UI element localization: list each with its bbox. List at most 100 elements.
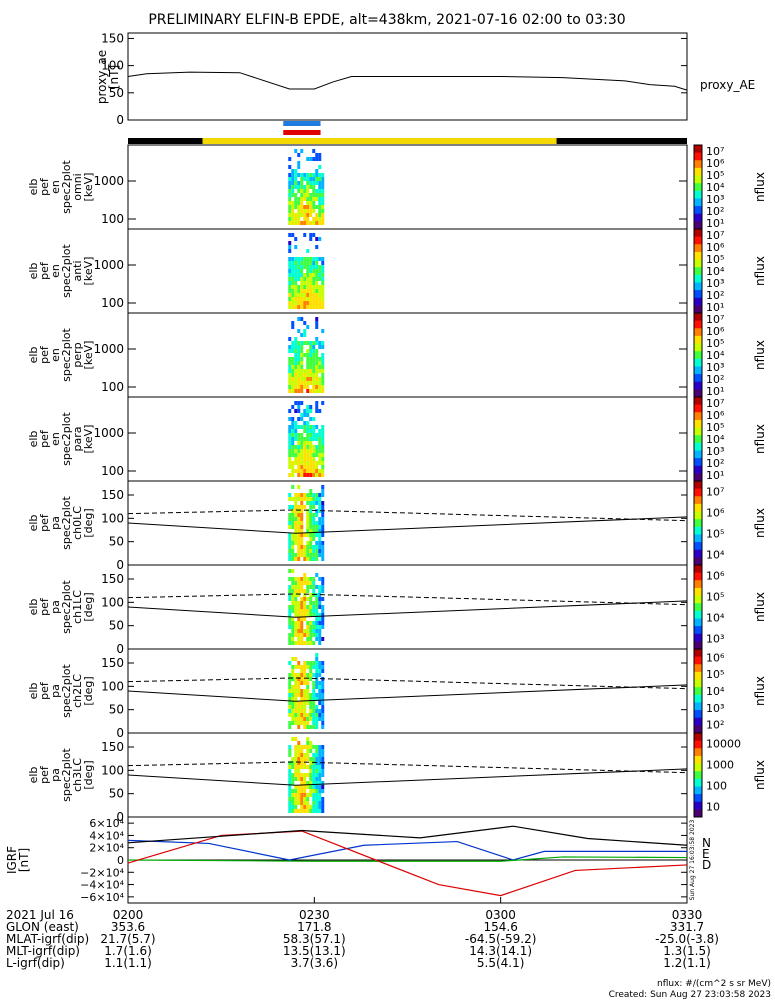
colorbar-swatch bbox=[694, 671, 702, 681]
spectrogram-pixel bbox=[318, 709, 322, 713]
spectrogram-pixel bbox=[315, 513, 319, 517]
spectrogram-pixel bbox=[306, 305, 310, 309]
spectrogram-pixel bbox=[315, 189, 319, 193]
spectrogram-pixel bbox=[318, 453, 322, 457]
spectrogram-pixel bbox=[306, 425, 310, 429]
spectrogram-pixel bbox=[300, 193, 304, 197]
colorbar-swatch bbox=[694, 404, 702, 413]
spectrogram-pixel bbox=[288, 493, 292, 497]
spectrogram-pixel bbox=[291, 389, 295, 393]
spectrogram-pixel bbox=[306, 497, 310, 501]
colorbar-swatch bbox=[694, 320, 702, 329]
spectrogram-pixel bbox=[303, 505, 307, 509]
spectrogram-pixel bbox=[309, 541, 313, 545]
spectrogram-pixel bbox=[309, 513, 313, 517]
spectrogram-pixel bbox=[294, 173, 298, 177]
spectrogram-pixel bbox=[288, 749, 292, 753]
spectrogram-pixel bbox=[303, 437, 307, 441]
spectrogram-pixel bbox=[288, 457, 292, 461]
spectrogram-pixel bbox=[318, 457, 322, 461]
spectrogram-pixel bbox=[303, 593, 307, 597]
spectrogram-pixel bbox=[288, 697, 292, 701]
spectrogram-pixel bbox=[318, 537, 322, 541]
spectrogram-pixel bbox=[321, 181, 325, 185]
spectrogram-pixel bbox=[291, 293, 295, 297]
spectrogram-pixel bbox=[306, 173, 310, 177]
spectrogram-pixel bbox=[291, 593, 295, 597]
spectrogram-pixel bbox=[300, 445, 304, 449]
spectrogram-pixel bbox=[300, 513, 304, 517]
units-note: nflux: #/(cm^2 s sr MeV) bbox=[657, 979, 771, 989]
spectrogram-pixel bbox=[291, 557, 295, 561]
spectrogram-pixel bbox=[309, 609, 313, 613]
spectrogram-pixel bbox=[318, 361, 322, 365]
spectrogram-pixel bbox=[303, 265, 307, 269]
spectrogram-pixel bbox=[303, 429, 307, 433]
spectrogram-pixel bbox=[303, 221, 307, 225]
colorbar-tick-label: 10² bbox=[706, 457, 724, 470]
spectrogram-pixel bbox=[297, 761, 301, 765]
spectrogram-pixel bbox=[312, 793, 316, 797]
spectrogram-pixel bbox=[291, 381, 295, 385]
spectrogram-pixel bbox=[315, 657, 319, 661]
footer-value: 14.3(14.1) bbox=[469, 944, 532, 958]
spectrogram-pixel bbox=[321, 293, 325, 297]
colorbar-tick-label: 10⁵ bbox=[706, 421, 724, 434]
spectrogram-pixel bbox=[312, 285, 316, 289]
spectrogram-pixel bbox=[312, 469, 316, 473]
spectrogram-pixel bbox=[321, 773, 325, 777]
spectrogram-pixel bbox=[309, 365, 313, 369]
spectrogram-pixel bbox=[300, 701, 304, 705]
spectrogram-pixel bbox=[294, 713, 298, 717]
colorbar-swatch bbox=[694, 213, 702, 222]
spectrogram-pixel bbox=[312, 461, 316, 465]
spectrogram-pixel bbox=[303, 557, 307, 561]
spectrogram-pixel bbox=[288, 809, 292, 813]
spectrogram-pixel bbox=[315, 469, 319, 473]
spec-ytick-label: 1000 bbox=[93, 342, 124, 356]
spectrogram-pixel bbox=[312, 697, 316, 701]
spectrogram-pixel bbox=[318, 433, 322, 437]
spectrogram-pixel bbox=[291, 757, 295, 761]
spectrogram-pixel bbox=[291, 485, 295, 489]
spectrogram-pixel bbox=[318, 801, 322, 805]
colorbar-swatch bbox=[694, 649, 702, 658]
spectrogram-pixel bbox=[288, 261, 292, 265]
spectrogram-pixel bbox=[291, 721, 295, 725]
spectrogram-pixel bbox=[294, 533, 298, 537]
spectrogram-pixel bbox=[309, 749, 313, 753]
spectrogram-pixel bbox=[291, 289, 295, 293]
spectrogram-pixel bbox=[309, 193, 313, 197]
colorbar-tick-label: 10⁵ bbox=[706, 668, 724, 681]
spectrogram-pixel bbox=[297, 453, 301, 457]
spec-ylabel: [deg] bbox=[82, 508, 95, 537]
spectrogram-pixel bbox=[321, 217, 325, 221]
spectrogram-pixel bbox=[303, 445, 307, 449]
spectrogram-pixel bbox=[297, 637, 301, 641]
spectrogram-pixel bbox=[309, 389, 313, 393]
spectrogram-pixel bbox=[321, 425, 325, 429]
spectrogram-pixel bbox=[288, 745, 292, 749]
colorbar-label: nflux bbox=[753, 172, 767, 202]
spectrogram-pixel bbox=[312, 557, 316, 561]
spectrogram-pixel bbox=[288, 265, 292, 269]
spectrogram-pixel bbox=[321, 805, 325, 809]
spectrogram-pixel bbox=[309, 273, 313, 277]
spectrogram-pixel bbox=[300, 709, 304, 713]
spectrogram-pixel bbox=[309, 621, 313, 625]
spectrogram-pixel bbox=[309, 369, 313, 373]
spectrogram-pixel bbox=[312, 757, 316, 761]
spectrogram-pixel bbox=[318, 713, 322, 717]
colorbar-tick-label: 10¹ bbox=[706, 301, 724, 314]
spec-ylabel: elb bbox=[27, 347, 40, 364]
colorbar-label: nflux bbox=[753, 256, 767, 286]
colorbar-swatch bbox=[694, 687, 702, 696]
spectrogram-pixel bbox=[321, 681, 325, 685]
colorbar-swatch bbox=[694, 198, 702, 207]
spectrogram-pixel bbox=[309, 209, 313, 213]
spectrogram-pixel bbox=[321, 685, 325, 689]
spectrogram-pixel bbox=[321, 197, 325, 201]
footer-value: 3.7(3.6) bbox=[291, 956, 339, 970]
spectrogram-pixel bbox=[306, 377, 310, 381]
colorbar-swatch bbox=[694, 473, 702, 482]
